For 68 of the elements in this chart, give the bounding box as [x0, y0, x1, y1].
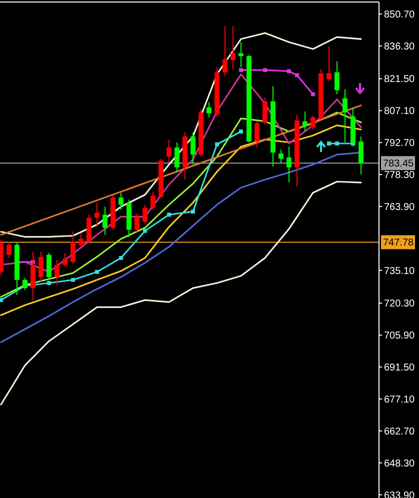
- line-series: [0, 124, 362, 316]
- y-tick-label: 662.70: [384, 426, 416, 438]
- candlestick: [166, 139, 172, 164]
- point: [295, 73, 299, 78]
- candlestick: [142, 204, 148, 224]
- candlestick: [278, 148, 284, 164]
- ref-line-label: 783.45: [383, 158, 414, 170]
- candlestick: [206, 102, 212, 118]
- point: [335, 141, 339, 146]
- point: [71, 278, 75, 282]
- line-series: [0, 180, 362, 406]
- point: [167, 212, 171, 217]
- ref-line-label: 747.78: [383, 238, 414, 249]
- candlestick: [286, 146, 292, 184]
- point: [0, 298, 3, 302]
- candlestick: [150, 191, 156, 210]
- candlestick: [302, 110, 308, 132]
- candlestick: [6, 241, 12, 258]
- candlestick: [46, 252, 52, 280]
- point: [215, 142, 219, 146]
- point: [287, 69, 291, 74]
- candlestick: [118, 192, 124, 210]
- point: [327, 141, 331, 146]
- candlestick: [238, 42, 244, 68]
- candlestick: [78, 232, 84, 248]
- y-tick-label: 691.50: [384, 362, 416, 374]
- candlestick: [262, 96, 268, 125]
- y-tick-label: 735.10: [384, 266, 416, 277]
- point: [95, 270, 99, 274]
- candlestick: [86, 214, 92, 244]
- y-tick-label: 677.10: [384, 394, 416, 406]
- candlestick: [134, 213, 140, 232]
- candlestick: [38, 251, 44, 282]
- point: [143, 228, 147, 233]
- y-tick-label: 792.70: [384, 138, 416, 150]
- line-series: [0, 32, 362, 238]
- candlestick: [102, 206, 108, 236]
- candlestick: [70, 231, 76, 264]
- candlestick: [310, 114, 316, 130]
- point: [311, 92, 315, 96]
- y-tick-label: 836.30: [384, 41, 416, 52]
- candlestick: [62, 252, 68, 268]
- candlestick: [254, 120, 260, 148]
- candlestick: [174, 142, 180, 174]
- y-tick-label: 807.10: [384, 106, 416, 118]
- point: [239, 68, 243, 72]
- point: [239, 130, 243, 134]
- y-tick-label: 763.90: [384, 202, 416, 213]
- y-tick-label: 850.70: [384, 9, 416, 20]
- y-tick-label: 720.30: [384, 298, 416, 310]
- candlestick: [326, 46, 332, 82]
- point: [263, 68, 267, 72]
- candlestick: [94, 202, 100, 228]
- point: [191, 210, 195, 214]
- y-tick-label: 821.50: [384, 74, 416, 86]
- candlestick: [190, 132, 196, 166]
- y-tick-label: 633.90: [384, 490, 416, 498]
- candlestick: [222, 25, 228, 77]
- point: [119, 256, 123, 260]
- y-tick-label: 648.30: [384, 458, 416, 470]
- candlestick: [334, 60, 340, 95]
- candlestick: [230, 25, 236, 70]
- candlestick: [358, 136, 364, 176]
- candlestick: [342, 88, 348, 143]
- y-tick-label: 705.90: [384, 330, 416, 342]
- point: [47, 280, 51, 285]
- y-tick-label: 778.30: [384, 170, 416, 182]
- candlestick: [54, 259, 60, 286]
